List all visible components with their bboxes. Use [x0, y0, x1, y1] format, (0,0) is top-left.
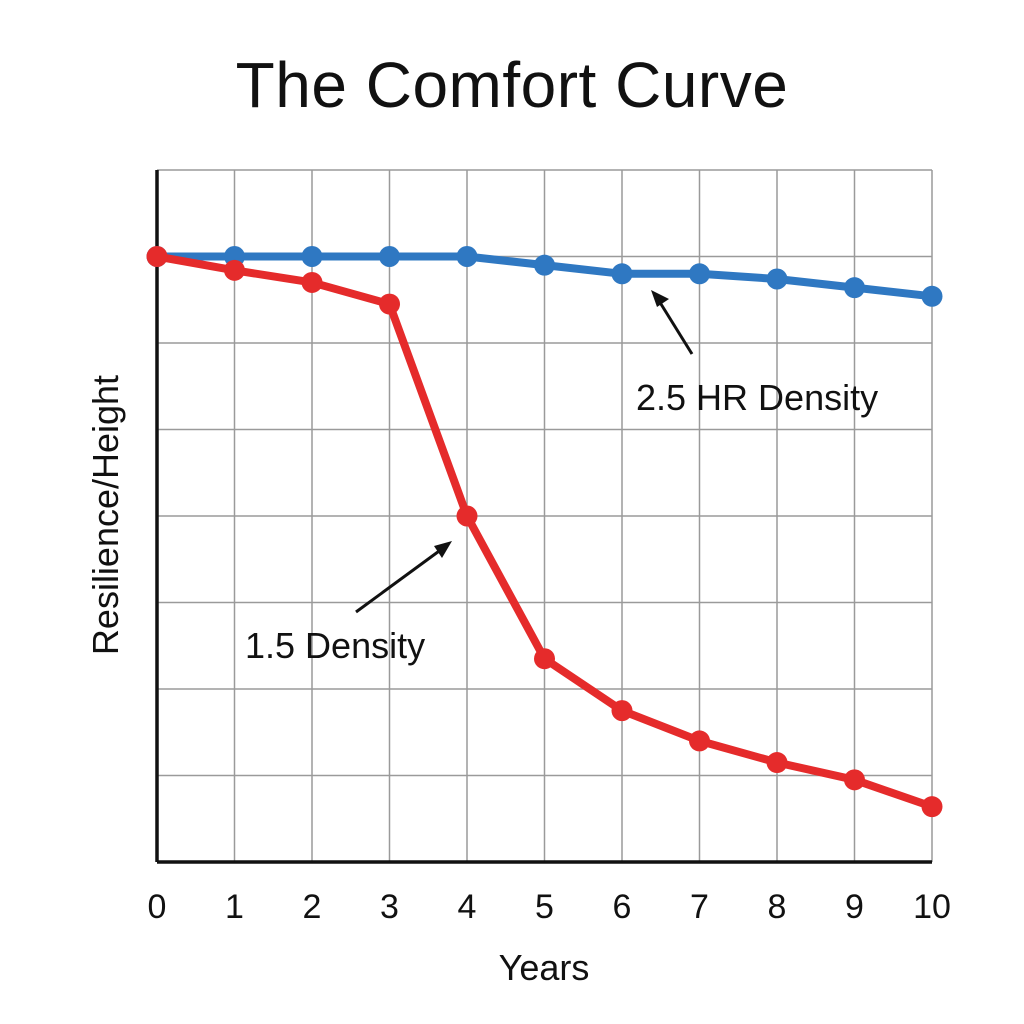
data-point-1-5-density [379, 293, 400, 315]
x-tick-label: 9 [845, 888, 864, 926]
data-point-2-5-hr-density [921, 285, 943, 307]
annotation-label-1-5: 1.5 Density [245, 625, 425, 666]
annotation-arrow-1-5 [355, 544, 447, 614]
data-point-1-5-density [534, 648, 555, 670]
data-point-1-5-density [844, 769, 865, 791]
x-tick-label: 10 [913, 888, 951, 926]
data-point-1-5-density [224, 259, 245, 281]
y-axis-label: Resilience/Height [85, 375, 126, 655]
annotation-arrowhead-1-5 [434, 541, 452, 558]
data-point-2-5-hr-density [456, 246, 478, 267]
x-tick-labels: 0 1 2 3 4 5 6 7 8 9 10 [148, 888, 951, 926]
x-tick-label: 7 [690, 888, 709, 926]
annotations: 2.5 HR Density 1.5 Density [245, 290, 878, 666]
x-tick-label: 8 [768, 888, 787, 926]
x-tick-label: 0 [148, 888, 167, 926]
annotation-arrowhead-2-5-hr [651, 290, 669, 307]
series-group [146, 246, 943, 818]
axes [155, 170, 932, 864]
data-point-1-5-density [766, 752, 788, 774]
x-tick-label: 4 [458, 888, 477, 926]
data-point-2-5-hr-density [611, 263, 633, 285]
x-tick-label: 1 [225, 888, 244, 926]
data-point-2-5-hr-density [844, 277, 865, 299]
data-point-2-5-hr-density [766, 268, 788, 290]
annotation-label-2-5-hr: 2.5 HR Density [636, 377, 878, 418]
data-point-1-5-density [689, 730, 710, 752]
x-axis-label: Years [499, 947, 590, 988]
data-point-1-5-density [921, 796, 943, 818]
data-point-1-5-density [456, 505, 478, 527]
x-tick-label: 5 [535, 888, 554, 926]
data-point-2-5-hr-density [534, 254, 555, 276]
data-point-1-5-density [611, 700, 633, 722]
x-tick-label: 3 [380, 888, 399, 926]
chart-title: The Comfort Curve [235, 49, 789, 121]
data-point-1-5-density [146, 246, 168, 267]
data-point-2-5-hr-density [689, 263, 710, 285]
data-point-1-5-density [301, 271, 323, 293]
data-point-2-5-hr-density [379, 246, 400, 267]
x-tick-label: 2 [303, 888, 322, 926]
x-tick-label: 6 [613, 888, 632, 926]
annotation-arrow-2-5-hr [654, 295, 694, 355]
data-point-2-5-hr-density [301, 246, 323, 267]
